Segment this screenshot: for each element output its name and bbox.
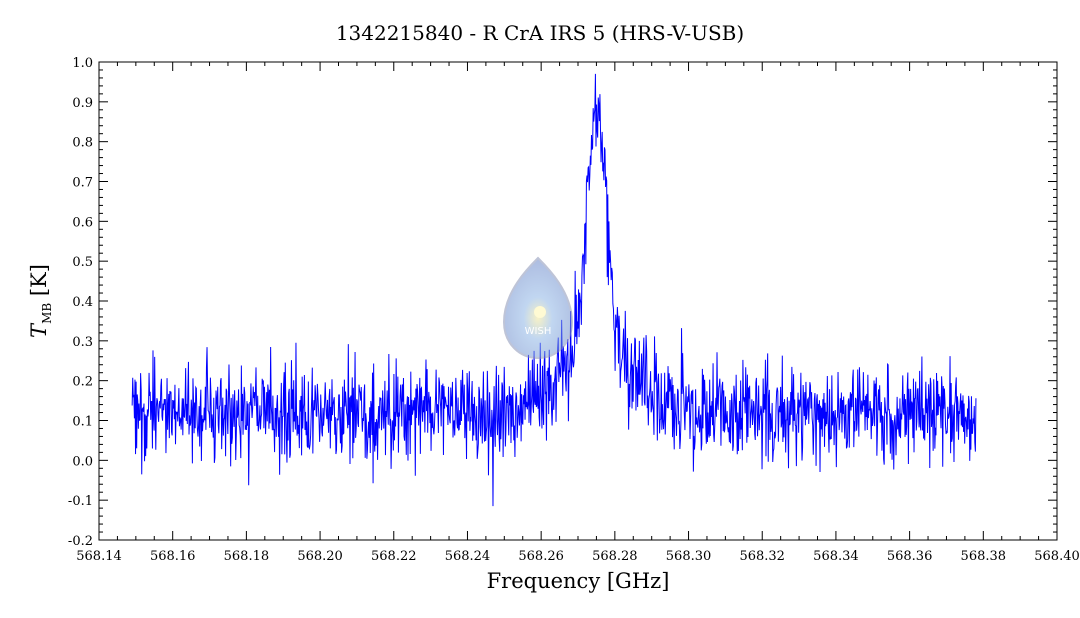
y-tick-labels: -0.2 -0.1 0.0 0.1 0.2 0.3 0.4 0.5 0.6 0.7 0.8 0.9 1.…	[68, 56, 93, 549]
series-group	[131, 73, 977, 507]
x-tick-label: 568.32	[739, 549, 785, 564]
x-tick-label: 568.30	[666, 549, 712, 564]
y-tick-label: 0.8	[72, 136, 93, 151]
x-tick-label: 568.22	[371, 549, 417, 564]
x-tick-label: 568.28	[592, 549, 638, 564]
axis-ticks	[98, 61, 1058, 541]
y-tick-label: 0.9	[72, 96, 93, 111]
x-tick-label: 568.14	[76, 549, 122, 564]
y-tick-label: 0.0	[72, 454, 93, 469]
x-axis-label: Frequency [GHz]	[487, 569, 670, 593]
y-tick-label: 0.7	[72, 176, 93, 191]
x-tick-label: 568.16	[150, 549, 196, 564]
y-label-subscript: MB	[40, 303, 54, 324]
x-tick-label: 568.24	[445, 549, 491, 564]
y-tick-label: 0.4	[72, 295, 93, 310]
x-tick-label: 568.36	[887, 549, 933, 564]
y-tick-label: 0.6	[72, 215, 93, 230]
x-tick-label: 568.18	[224, 549, 270, 564]
svg-text:WISH: WISH	[525, 326, 552, 337]
svg-text:TMB [K]: TMB [K]	[27, 264, 54, 338]
x-tick-label: 568.38	[961, 549, 1007, 564]
y-tick-label: 0.5	[72, 255, 93, 270]
x-tick-label: 568.40	[1034, 549, 1080, 564]
y-tick-label: -0.2	[68, 534, 93, 549]
x-tick-labels: 568.14 568.16 568.18 568.20 568.22 568.24 568.…	[76, 549, 1080, 564]
y-label-symbol: T	[27, 322, 51, 338]
wish-logo: WISH	[502, 256, 574, 360]
chart-title: 1342215840 - R CrA IRS 5 (HRS-V-USB)	[336, 21, 744, 45]
spectrum-series-line	[131, 73, 977, 507]
y-tick-label: 0.2	[72, 375, 93, 390]
x-tick-label: 568.34	[813, 549, 859, 564]
y-axis-label: TMB [K]	[27, 264, 54, 338]
y-tick-label: 0.1	[72, 415, 93, 430]
y-tick-label: 0.3	[72, 335, 93, 350]
y-tick-label: 1.0	[72, 56, 93, 71]
x-tick-label: 568.20	[297, 549, 343, 564]
y-tick-label: -0.1	[68, 494, 93, 509]
x-tick-label: 568.26	[518, 549, 564, 564]
y-label-unit: [K]	[27, 264, 51, 303]
